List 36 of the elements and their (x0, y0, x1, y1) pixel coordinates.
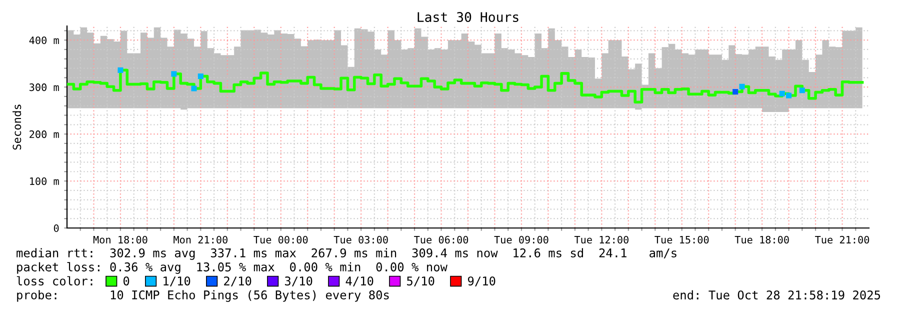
point (739, 84, 745, 90)
x-tick-label: Tue 18:00 (734, 236, 789, 244)
point (732, 88, 738, 95)
x-tick-label: Mon 21:00 (174, 236, 228, 244)
point (799, 88, 805, 94)
point (198, 73, 204, 80)
legend-label: 5/10 (407, 276, 434, 286)
x-tick-label: Tue 12:00 (574, 236, 628, 244)
y-tick-label: 300 m (30, 83, 59, 92)
legend-title: loss color: (16, 276, 92, 286)
text: end: Tue Oct 28 21:58:19 2025 (673, 290, 880, 300)
y-tick-label: 400 m (29, 36, 59, 44)
legend-label: 1/10 (164, 276, 190, 286)
text: packet loss: 0.36 % avg 13.05 % max 0.00 % min 0.00 % now (17, 262, 448, 274)
text: probe: 10 ICMP Echo Pings (56 Bytes) every 80s (17, 290, 389, 302)
text: median rtt: 302.9 ms avg 337.1 ms max 267.9 ms min 309.4 ms now 12.6 ms sd 24.1 am/s (16, 248, 676, 260)
x-tick-label: Tue 09:00 (494, 236, 548, 244)
y-tick-label: 0 (54, 224, 59, 232)
x-tick-label: Tue 06:00 (414, 236, 468, 244)
x-tick-label: Tue 15:00 (654, 236, 709, 244)
legend-label: 0 (124, 276, 130, 286)
y-tick-label: 100 m (30, 177, 59, 186)
point (171, 71, 177, 77)
legend-label: 4/10 (346, 276, 374, 286)
legend-label: 2/10 (224, 276, 252, 286)
chart-title: Last 30 Hours (418, 12, 518, 22)
legend-label: 9/10 (468, 276, 496, 286)
legend-label: 3/10 (284, 276, 312, 286)
x-tick-label: Mon 18:00 (93, 236, 148, 244)
y-axis-title: Seconds (12, 104, 22, 150)
x-tick-label: Tue 21:00 (815, 236, 870, 244)
x-tick-label: Tue 00:00 (254, 236, 308, 244)
point (779, 90, 785, 96)
y-tick-label: 200 m (30, 130, 59, 138)
point (191, 86, 197, 92)
x-tick-label: Tue 03:00 (334, 236, 388, 244)
